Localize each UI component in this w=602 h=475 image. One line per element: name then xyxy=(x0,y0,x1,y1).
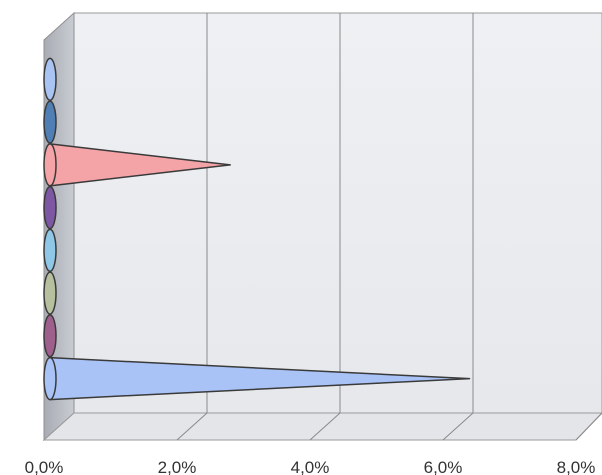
bar xyxy=(43,185,57,230)
bar-base xyxy=(43,185,57,230)
bar xyxy=(43,57,57,102)
back-wall xyxy=(73,12,602,414)
chart-walls xyxy=(42,11,602,442)
x-axis-ticks: 0,0% 2,0% 4,0% 6,0% 8,0% xyxy=(25,458,596,475)
bar xyxy=(43,356,471,401)
bar-base xyxy=(43,271,57,315)
bar-base xyxy=(43,100,57,144)
bar-base xyxy=(43,228,57,273)
bars xyxy=(43,57,471,401)
bar xyxy=(43,228,57,273)
bar-base xyxy=(43,356,57,401)
floor-gridline xyxy=(442,412,474,441)
floor-gridline xyxy=(575,412,602,441)
bar xyxy=(43,100,57,144)
bar xyxy=(43,143,231,187)
gridlines xyxy=(176,13,602,441)
floor xyxy=(42,412,602,441)
floor-gridline xyxy=(176,412,208,441)
x-tick-label: 2,0% xyxy=(158,458,197,475)
x-tick-label: 4,0% xyxy=(291,458,330,475)
floor-gridline xyxy=(309,412,341,441)
x-tick-label: 8,0% xyxy=(557,458,596,475)
bar-base xyxy=(43,57,57,102)
bar xyxy=(43,271,57,315)
x-tick-label: 0,0% xyxy=(25,458,64,475)
bar-base xyxy=(43,314,57,358)
bar-base xyxy=(43,143,57,187)
x-tick-label: 6,0% xyxy=(424,458,463,475)
bar xyxy=(43,314,57,358)
